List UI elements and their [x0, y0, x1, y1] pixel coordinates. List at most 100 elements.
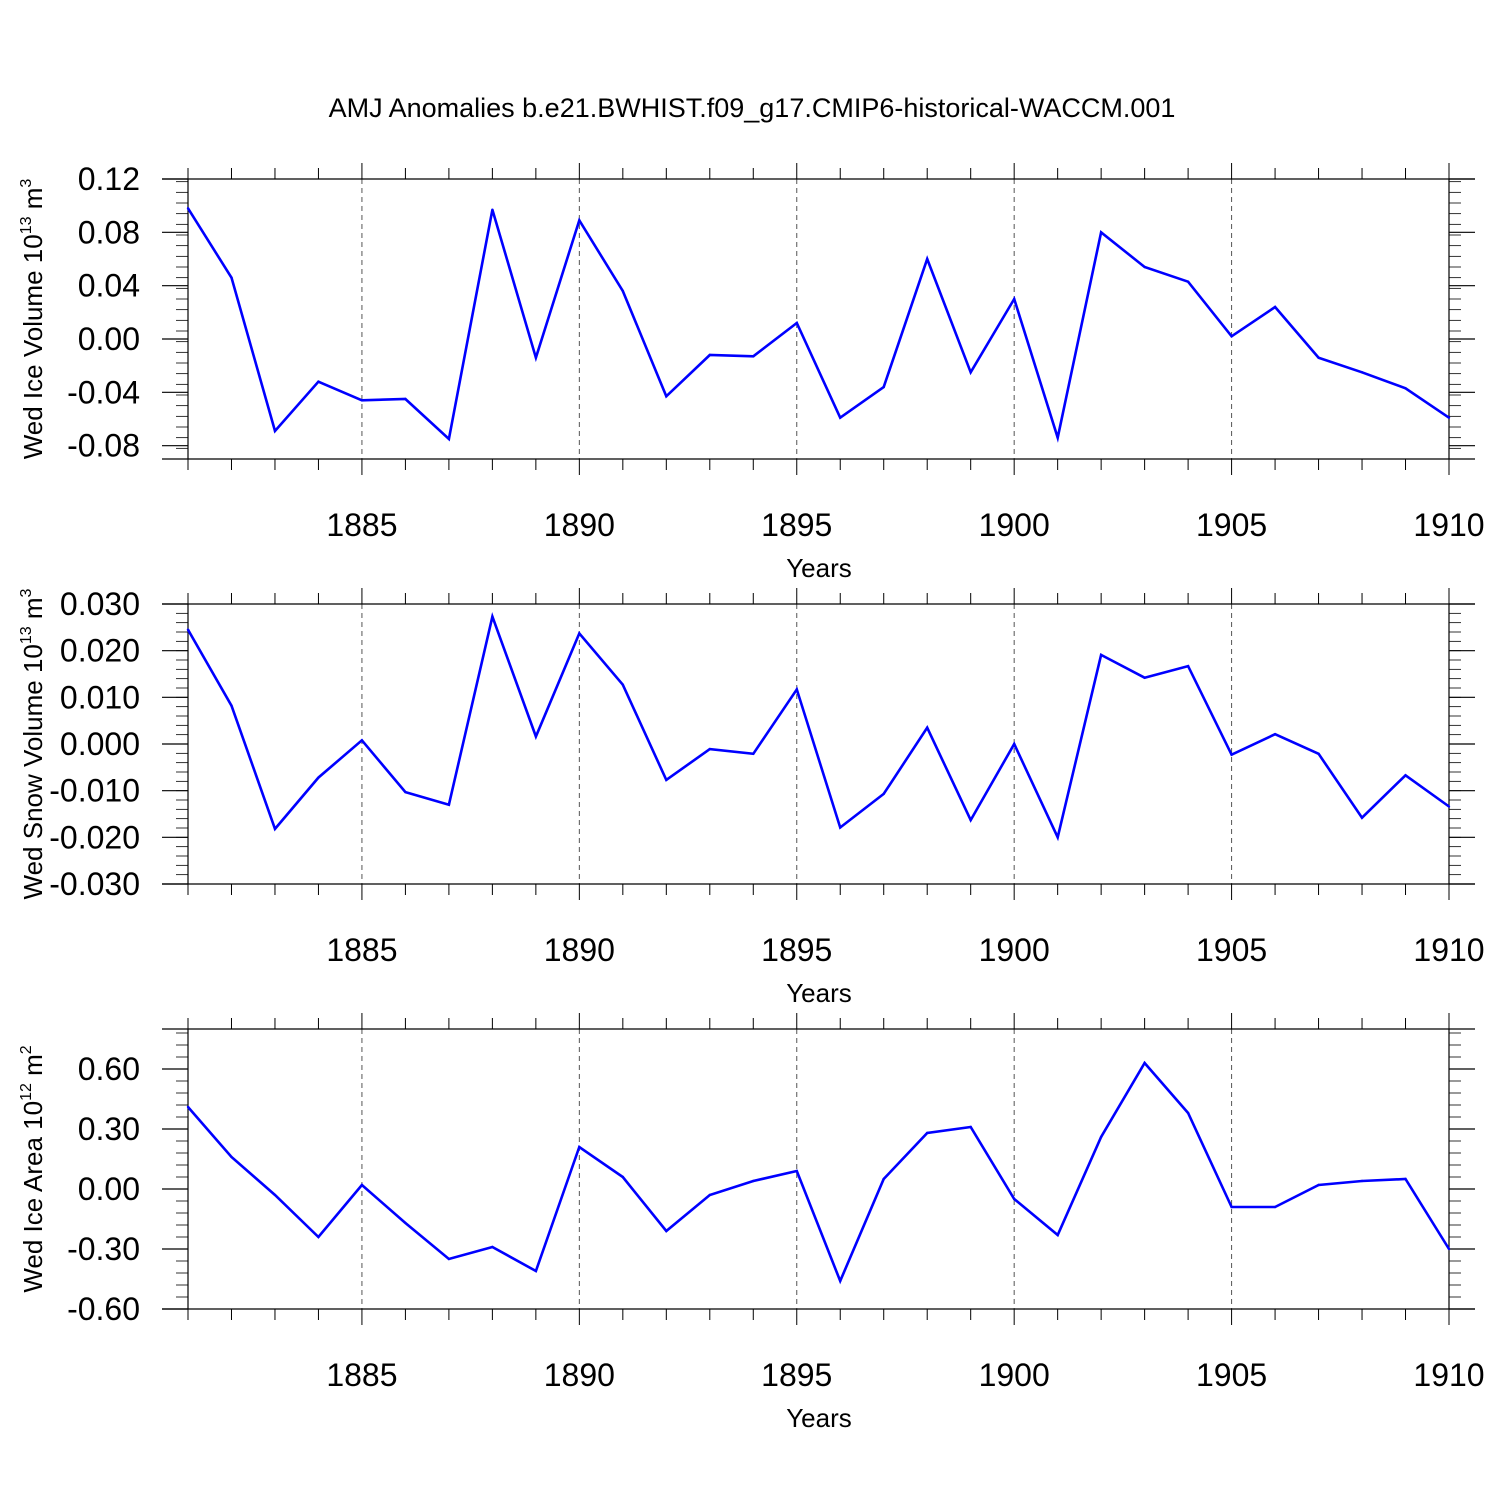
data-point — [230, 276, 233, 279]
data-point — [1012, 742, 1016, 746]
panel-1: -0.08 -0.04 0.00 0.04 0.08 0.12 1885 1890 1895 19… — [18, 161, 1485, 583]
x-tick-label: 1890 — [544, 507, 615, 543]
data-point — [317, 380, 320, 383]
x-tick-label: 1900 — [979, 1357, 1050, 1393]
data-point — [534, 735, 538, 738]
data-point — [447, 437, 451, 441]
data-point — [1273, 305, 1277, 309]
data-point — [665, 778, 668, 782]
data-point — [752, 752, 755, 755]
data-point — [969, 818, 972, 822]
series-line — [186, 612, 1450, 842]
y-tick-label: 0.000 — [60, 726, 140, 762]
data-point — [839, 1279, 842, 1283]
data-point — [882, 385, 885, 389]
data-point — [665, 395, 668, 398]
x-tick-label: 1905 — [1196, 1357, 1267, 1393]
y-tick-label: 0.60 — [78, 1051, 140, 1087]
y-tick-label: -0.010 — [49, 773, 140, 809]
data-point — [795, 688, 798, 691]
data-point — [708, 747, 711, 751]
y-tick-label: 0.00 — [78, 321, 140, 357]
y-tick-label: -0.08 — [67, 428, 140, 464]
data-point — [1360, 816, 1364, 819]
data-point — [1186, 664, 1190, 668]
data-point — [882, 792, 885, 796]
y-tick-label: -0.04 — [67, 374, 140, 410]
data-point — [926, 1131, 929, 1135]
data-point — [186, 207, 190, 210]
panel-2: -0.030 -0.020 -0.010 0.000 0.010 0.020 0.030 18… — [18, 586, 1485, 1008]
data-point — [491, 615, 494, 618]
data-point — [1143, 1061, 1146, 1065]
y-tick-label: 0.020 — [60, 633, 140, 669]
data-point — [1143, 265, 1146, 269]
x-tick-label: 1900 — [979, 507, 1050, 543]
data-point — [926, 257, 929, 261]
x-axis-title: Years — [786, 553, 852, 583]
series-line — [186, 207, 1450, 443]
data-point — [1186, 280, 1190, 283]
x-tick-label: 1890 — [544, 1357, 615, 1393]
data-point — [1099, 231, 1103, 234]
data-point — [621, 683, 625, 686]
data-point — [1273, 733, 1277, 736]
y-tick-label: 0.010 — [60, 679, 140, 715]
data-point — [795, 1169, 798, 1173]
y-axis-title: Wed Ice Area 1012 m2 — [18, 1045, 48, 1292]
data-point — [447, 1257, 451, 1261]
data-point — [1143, 676, 1146, 679]
y-tick-label: -0.30 — [67, 1231, 140, 1267]
data-point — [360, 1183, 364, 1187]
data-point — [1099, 1135, 1103, 1139]
data-point — [534, 1269, 538, 1273]
data-point — [230, 704, 233, 707]
x-tick-label: 1885 — [326, 932, 397, 968]
data-point — [317, 1235, 320, 1239]
data-point — [839, 416, 842, 419]
data-point — [447, 803, 451, 806]
x-tick-label: 1895 — [761, 932, 832, 968]
data-point — [1447, 1247, 1451, 1251]
data-point — [752, 1179, 755, 1183]
x-tick-label: 1890 — [544, 932, 615, 968]
data-point — [273, 827, 277, 831]
panel-3: -0.60 -0.30 0.00 0.30 0.60 1885 1890 1895 1900 19… — [18, 1013, 1485, 1433]
x-tick-label: 1885 — [326, 1357, 397, 1393]
data-point — [578, 632, 581, 635]
x-tick-label: 1895 — [761, 1357, 832, 1393]
data-point — [1099, 653, 1103, 657]
data-point — [578, 1145, 581, 1149]
data-point — [404, 397, 407, 401]
y-tick-label: 0.08 — [78, 214, 140, 250]
data-point — [1056, 436, 1059, 439]
y-tick-label: -0.020 — [49, 819, 140, 855]
data-point — [1056, 1233, 1059, 1237]
data-point — [1360, 371, 1364, 374]
data-point — [1447, 416, 1451, 419]
x-tick-label: 1910 — [1413, 1357, 1484, 1393]
x-axis-title: Years — [786, 1403, 852, 1433]
y-tick-label: 0.30 — [78, 1111, 140, 1147]
x-tick-label: 1895 — [761, 507, 832, 543]
y-tick-label: -0.030 — [49, 866, 140, 902]
data-point — [360, 739, 364, 742]
data-point — [1230, 1205, 1233, 1209]
x-tick-label: 1910 — [1413, 507, 1484, 543]
data-point — [1012, 1197, 1016, 1201]
data-point — [1360, 1179, 1364, 1183]
data-point — [1012, 297, 1016, 301]
data-point — [1404, 1177, 1407, 1181]
data-point — [621, 1175, 625, 1179]
data-point — [491, 208, 494, 211]
x-tick-label: 1885 — [326, 507, 397, 543]
data-point — [1317, 356, 1320, 359]
x-tick-label: 1900 — [979, 932, 1050, 968]
y-axis-title: Wed Ice Volume 1013 m3 — [18, 179, 48, 460]
data-point — [1056, 836, 1059, 839]
data-point — [317, 776, 320, 779]
data-point — [230, 1155, 233, 1159]
y-tick-label: 0.00 — [78, 1171, 140, 1207]
data-point — [708, 1193, 711, 1197]
